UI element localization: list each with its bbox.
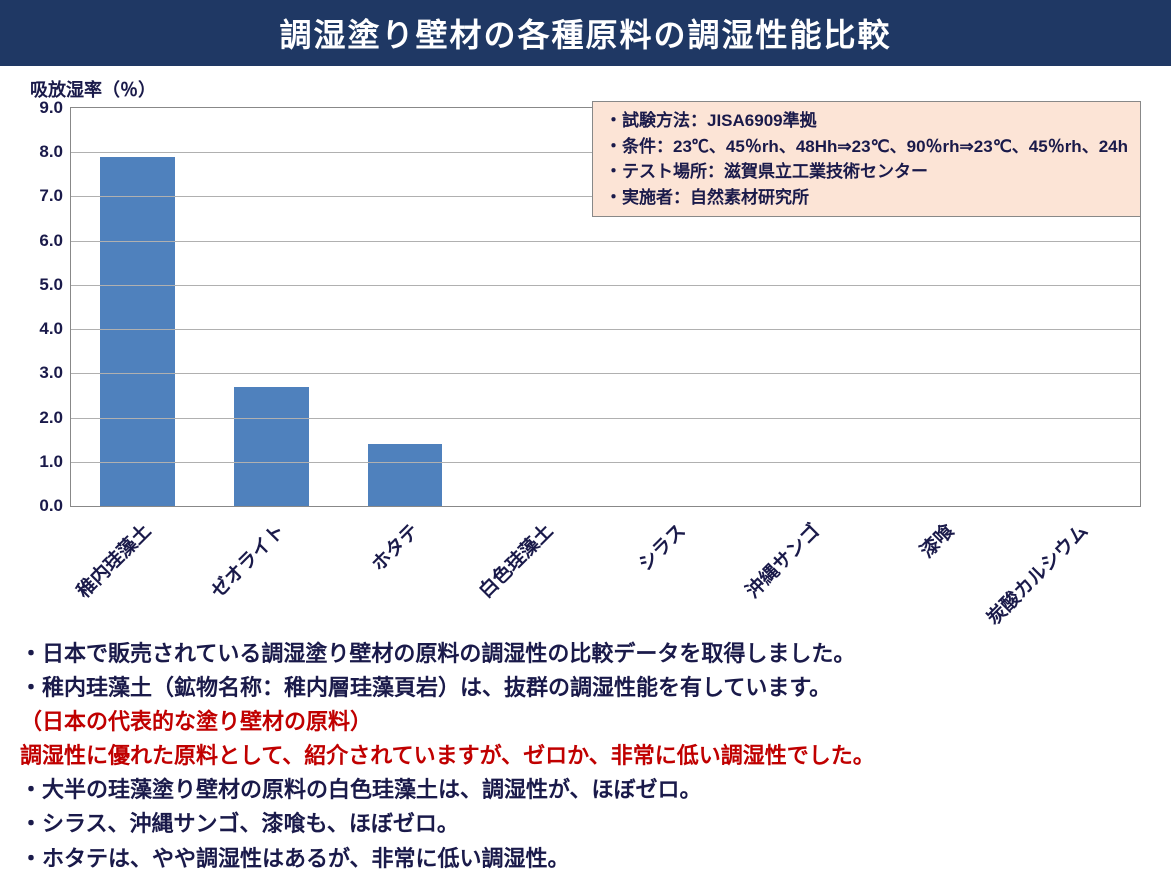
x-label-slot: シラス [606, 507, 740, 622]
info-line: ・実施者：自然素材研究所 [605, 185, 1128, 211]
y-tick-label: 2.0 [39, 408, 71, 428]
x-axis-labels: 稚内珪藻土ゼオライト ホタテ白色珪藻土 シラス沖縄サンゴ 漆喰 炭酸カルシウム [70, 507, 1141, 622]
note-line: ・ホタテは、やや調湿性はあるが、非常に低い調湿性。 [20, 842, 1151, 876]
y-tick-label: 8.0 [39, 142, 71, 162]
y-tick-label: 9.0 [39, 98, 71, 118]
x-label-slot: ゼオライト [204, 507, 338, 622]
y-tick-label: 1.0 [39, 452, 71, 472]
gridline [71, 329, 1140, 330]
bar [368, 444, 443, 506]
info-line: ・条件：23℃、45％rh、48Hh⇒23℃、90％rh⇒23℃、45％rh、2… [605, 134, 1128, 160]
x-axis-category: 漆喰 [913, 517, 959, 563]
x-label-slot: 炭酸カルシウム [1007, 507, 1141, 622]
info-line: ・試験方法：JISA6909準拠 [605, 108, 1128, 134]
y-tick-label: 7.0 [39, 186, 71, 206]
page-title: 調湿塗り壁材の各種原料の調湿性能比較 [0, 0, 1171, 66]
x-axis-category: ホタテ [364, 517, 423, 576]
note-line: （日本の代表的な塗り壁材の原料） [20, 705, 1151, 739]
bar-slot [71, 108, 205, 506]
x-label-slot: 稚内珪藻土 [70, 507, 204, 622]
note-line: ・シラス、沖縄サンゴ、漆喰も、ほぼゼロ。 [20, 807, 1151, 841]
y-tick-label: 6.0 [39, 231, 71, 251]
y-tick-label: 0.0 [39, 496, 71, 516]
x-axis-category: 白色珪藻土 [471, 517, 557, 603]
bar [234, 387, 309, 506]
x-axis-category: 稚内珪藻土 [70, 517, 156, 603]
gridline [71, 373, 1140, 374]
bar-slot [338, 108, 472, 506]
chart-area: 吸放湿率（％） ・試験方法：JISA6909準拠 ・条件：23℃、45％rh、4… [20, 76, 1151, 622]
x-label-slot: 沖縄サンゴ [739, 507, 873, 622]
y-axis-label: 吸放湿率（％） [30, 76, 1151, 102]
x-axis-category: 沖縄サンゴ [739, 517, 825, 603]
note-line: ・大半の珪藻塗り壁材の原料の白色珪藻土は、調湿性が、ほぼゼロ。 [20, 773, 1151, 807]
x-label-slot: 白色珪藻土 [472, 507, 606, 622]
x-label-slot: ホタテ [338, 507, 472, 622]
test-conditions-box: ・試験方法：JISA6909準拠 ・条件：23℃、45％rh、48Hh⇒23℃、… [592, 101, 1141, 217]
note-line: ・日本で販売されている調湿塗り壁材の原料の調湿性の比較データを取得しました。 [20, 637, 1151, 671]
gridline [71, 241, 1140, 242]
x-axis-category: シラス [632, 517, 691, 576]
notes-section: ・日本で販売されている調湿塗り壁材の原料の調湿性の比較データを取得しました。・稚… [20, 637, 1151, 876]
gridline [71, 285, 1140, 286]
y-tick-label: 3.0 [39, 363, 71, 383]
y-tick-label: 4.0 [39, 319, 71, 339]
bar-slot [205, 108, 339, 506]
gridline [71, 462, 1140, 463]
note-line: 調湿性に優れた原料として、紹介されていますが、ゼロか、非常に低い調湿性でした。 [20, 739, 1151, 773]
x-axis-category: ゼオライト [204, 517, 290, 603]
info-line: ・テスト場所：滋賀県立工業技術センター [605, 159, 1128, 185]
bar-slot [472, 108, 606, 506]
note-line: ・稚内珪藻土（鉱物名称：稚内層珪藻頁岩）は、抜群の調湿性能を有しています。 [20, 671, 1151, 705]
gridline [71, 418, 1140, 419]
y-tick-label: 5.0 [39, 275, 71, 295]
bar [100, 157, 175, 506]
